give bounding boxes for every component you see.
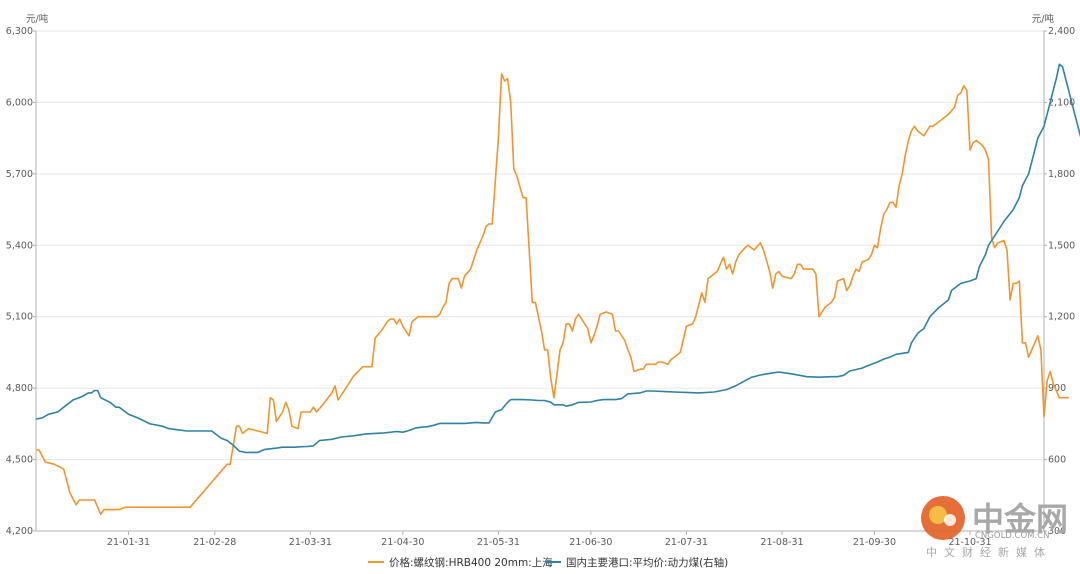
axes: [35, 31, 1045, 532]
watermark-url: CNGOLD.COM.CN: [975, 531, 1050, 541]
x-tick-label: 21-01-31: [107, 537, 150, 548]
right-y-tick-labels: 300 600 900 1,200 1,500 1,800 2,100 2,400: [1044, 26, 1075, 537]
legend-label-rebar[interactable]: 价格:螺纹钢:HRB400 20mm:上海: [389, 556, 553, 569]
right-y-tick-label: 1,800: [1048, 169, 1075, 180]
logo-dot-icon: [944, 514, 956, 526]
x-tick-label: 21-02-28: [193, 537, 236, 548]
watermark-logo: 中金网 中文财经新媒体 CNGOLD.COM.CN: [921, 496, 1068, 559]
x-tick-label: 21-05-31: [477, 537, 520, 548]
right-axis-unit: 元/吨: [1032, 13, 1055, 25]
legend-label-coal[interactable]: 国内主要港口:平均价:动力煤(右轴): [566, 556, 728, 569]
left-y-tick-label: 5,400: [6, 240, 33, 251]
right-y-tick-label: 300: [1048, 526, 1066, 537]
right-y-tick-label: 1,200: [1048, 312, 1075, 323]
left-y-tick-label: 5,700: [6, 169, 33, 180]
x-tick-label: 21-08-31: [760, 537, 803, 548]
series-line-coal: [35, 63, 1080, 454]
series-line-rebar: [36, 73, 1069, 516]
x-tick-labels: 21-01-31 21-02-28 21-03-31 21-04-30 21-05-31…: [107, 531, 992, 548]
watermark-main-text: 中金网: [972, 500, 1068, 538]
gridlines: [36, 30, 1044, 532]
watermark-sub-text: 中文财经新媒体: [926, 545, 1052, 559]
right-y-tick-label: 2,100: [1048, 97, 1075, 108]
right-y-tick-label: 2,400: [1048, 26, 1075, 37]
x-tick-label: 21-10-31: [948, 537, 991, 548]
right-y-tick-label: 600: [1048, 455, 1066, 466]
x-tick-label: 21-07-31: [665, 537, 708, 548]
x-tick-label: 21-04-30: [381, 537, 424, 548]
left-y-tick-labels: 4,200 4,500 4,800 5,100 5,400 5,700 6,000 6,300: [6, 26, 36, 537]
x-tick-label: 21-09-30: [853, 537, 896, 548]
left-y-tick-label: 6,300: [6, 26, 33, 37]
legend[interactable]: 价格:螺纹钢:HRB400 20mm:上海 国内主要港口:平均价:动力煤(右轴): [368, 556, 728, 569]
left-y-tick-label: 4,500: [6, 455, 33, 466]
left-y-tick-label: 4,200: [6, 526, 33, 537]
left-y-tick-label: 4,800: [6, 383, 33, 394]
left-axis-unit: 元/吨: [26, 13, 49, 25]
x-tick-label: 21-06-30: [569, 537, 612, 548]
series-layer: [35, 63, 1080, 516]
logo-coin-icon: [929, 506, 947, 524]
right-y-tick-label: 900: [1048, 383, 1066, 394]
left-y-tick-label: 5,100: [6, 312, 33, 323]
left-y-tick-label: 6,000: [6, 97, 33, 108]
x-tick-label: 21-03-31: [289, 537, 332, 548]
right-y-tick-label: 1,500: [1048, 240, 1075, 251]
